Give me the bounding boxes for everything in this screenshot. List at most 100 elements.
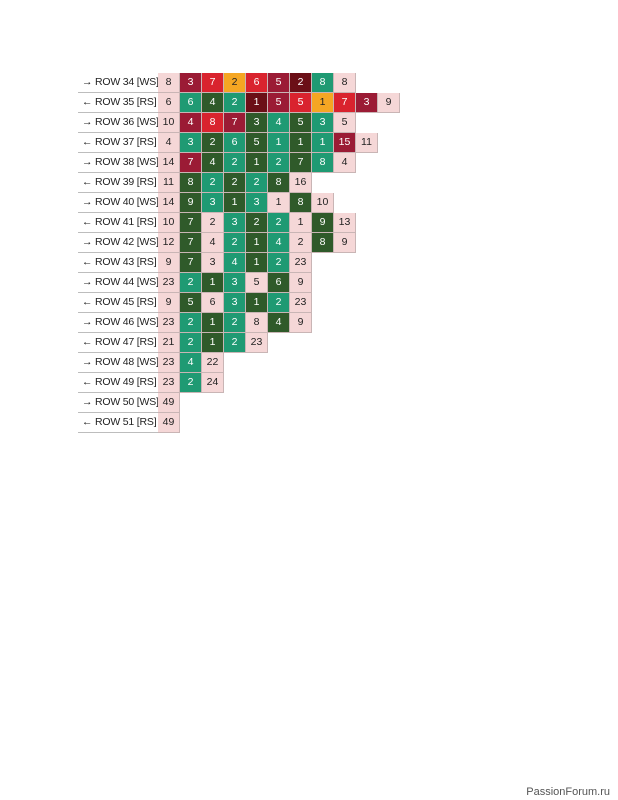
stitch-count-cell: 6: [158, 93, 180, 113]
stitch-count-cell: 6: [268, 273, 290, 293]
stitch-count-cell: 2: [224, 313, 246, 333]
stitch-count-cell: 9: [290, 273, 312, 293]
row-label: → ROW 40 [WS]: [78, 193, 159, 213]
row-label: → ROW 38 [WS]: [78, 153, 159, 173]
stitch-count-cell: 1: [312, 93, 334, 113]
stitch-count-cell: 8: [290, 193, 312, 213]
stitch-count-cell: 9: [158, 253, 180, 273]
row-label: ← ROW 37 [RS]: [78, 133, 158, 153]
stitch-count-cell: 2: [224, 73, 246, 93]
stitch-count-cell: 8: [312, 233, 334, 253]
stitch-count-cell: 8: [312, 153, 334, 173]
chart-row: ← ROW 49 [RS] 23 2 24: [78, 373, 400, 393]
stitch-count-cell: 8: [158, 73, 180, 93]
stitch-count-cell: 1: [246, 93, 268, 113]
stitch-count-cell: 2: [180, 273, 202, 293]
stitch-count-cell: 2: [268, 153, 290, 173]
stitch-count-cell: 4: [202, 233, 224, 253]
stitch-count-cell: 1: [224, 193, 246, 213]
stitch-count-cell: 23: [246, 333, 268, 353]
chart-row: ← ROW 43 [RS] 9 7 3 4 1 2 23: [78, 253, 400, 273]
stitch-count-cell: 3: [224, 273, 246, 293]
stitch-count-cell: 5: [290, 113, 312, 133]
chart-row: → ROW 42 [WS] 12 7 4 2 1 4 2 8 9: [78, 233, 400, 253]
stitch-count-cell: 6: [180, 93, 202, 113]
chart-row: → ROW 36 [WS] 10 4 8 7 3 4 5 3 5: [78, 113, 400, 133]
stitch-count-cell: 15: [334, 133, 356, 153]
stitch-count-cell: 1: [202, 273, 224, 293]
stitch-count-cell: 16: [290, 173, 312, 193]
stitch-count-cell: 9: [378, 93, 400, 113]
stitch-count-cell: 2: [202, 133, 224, 153]
stitch-count-cell: 23: [158, 373, 180, 393]
chart-row: ← ROW 47 [RS] 21 2 1 2 23: [78, 333, 400, 353]
stitch-count-cell: 1: [246, 293, 268, 313]
chart-row: ← ROW 37 [RS] 4 3 2 6 5 1 1 1 15 11: [78, 133, 400, 153]
stitch-count-cell: 4: [268, 313, 290, 333]
stitch-count-cell: 7: [180, 153, 202, 173]
stitch-count-cell: 4: [224, 253, 246, 273]
stitch-count-cell: 1: [202, 333, 224, 353]
stitch-count-cell: 1: [290, 213, 312, 233]
chart-row: → ROW 50 [WS] 49: [78, 393, 400, 413]
stitch-count-cell: 1: [268, 193, 290, 213]
stitch-count-cell: 10: [158, 213, 180, 233]
stitch-count-cell: 4: [202, 93, 224, 113]
stitch-count-cell: 7: [180, 253, 202, 273]
stitch-count-cell: 4: [334, 153, 356, 173]
stitch-count-cell: 7: [180, 233, 202, 253]
chart-row: → ROW 44 [WS] 23 2 1 3 5 6 9: [78, 273, 400, 293]
stitch-count-cell: 1: [268, 133, 290, 153]
stitch-count-cell: 11: [158, 173, 180, 193]
stitch-count-cell: 2: [290, 233, 312, 253]
chart-row: ← ROW 45 [RS] 9 5 6 3 1 2 23: [78, 293, 400, 313]
chart-row: → ROW 48 [WS] 23 4 22: [78, 353, 400, 373]
stitch-count-cell: 1: [246, 153, 268, 173]
stitch-count-cell: 7: [334, 93, 356, 113]
stitch-count-cell: 1: [312, 133, 334, 153]
stitch-count-cell: 5: [268, 73, 290, 93]
stitch-count-cell: 14: [158, 153, 180, 173]
stitch-count-cell: 2: [180, 373, 202, 393]
stitch-count-cell: 2: [224, 233, 246, 253]
stitch-count-cell: 9: [290, 313, 312, 333]
row-label: ← ROW 45 [RS]: [78, 293, 158, 313]
stitch-count-cell: 9: [158, 293, 180, 313]
stitch-count-cell: 4: [202, 153, 224, 173]
row-label: → ROW 50 [WS]: [78, 393, 159, 413]
stitch-count-cell: 3: [180, 133, 202, 153]
stitch-count-cell: 6: [246, 73, 268, 93]
stitch-count-cell: 13: [334, 213, 356, 233]
stitch-count-cell: 3: [202, 193, 224, 213]
chart-row: ← ROW 41 [RS] 10 7 2 3 2 2 1 9 13: [78, 213, 400, 233]
stitch-count-cell: 21: [158, 333, 180, 353]
stitch-count-cell: 2: [202, 173, 224, 193]
stitch-count-cell: 8: [180, 173, 202, 193]
stitch-count-cell: 4: [180, 353, 202, 373]
row-label: ← ROW 43 [RS]: [78, 253, 158, 273]
stitch-count-cell: 3: [224, 213, 246, 233]
stitch-count-cell: 2: [224, 333, 246, 353]
row-label: ← ROW 35 [RS]: [78, 93, 158, 113]
chart-row: → ROW 38 [WS] 14 7 4 2 1 2 7 8 4: [78, 153, 400, 173]
stitch-count-cell: 8: [334, 73, 356, 93]
stitch-count-cell: 23: [290, 253, 312, 273]
stitch-count-cell: 4: [158, 133, 180, 153]
stitch-count-cell: 24: [202, 373, 224, 393]
color-chart-table: → ROW 34 [WS] 8 3 7 2 6 5 2 8 8 ← ROW 35 [RS] 6 6 4 2 1…: [78, 73, 400, 433]
row-label: → ROW 42 [WS]: [78, 233, 159, 253]
stitch-count-cell: 8: [268, 173, 290, 193]
stitch-count-cell: 8: [202, 113, 224, 133]
stitch-count-cell: 3: [312, 113, 334, 133]
stitch-count-cell: 9: [312, 213, 334, 233]
stitch-count-cell: 3: [246, 113, 268, 133]
stitch-count-cell: 4: [268, 233, 290, 253]
stitch-count-cell: 6: [202, 293, 224, 313]
stitch-count-cell: 23: [158, 273, 180, 293]
stitch-count-cell: 3: [246, 193, 268, 213]
stitch-count-cell: 3: [356, 93, 378, 113]
row-label: → ROW 48 [WS]: [78, 353, 159, 373]
stitch-count-cell: 8: [312, 73, 334, 93]
row-label: → ROW 44 [WS]: [78, 273, 159, 293]
stitch-count-cell: 9: [180, 193, 202, 213]
